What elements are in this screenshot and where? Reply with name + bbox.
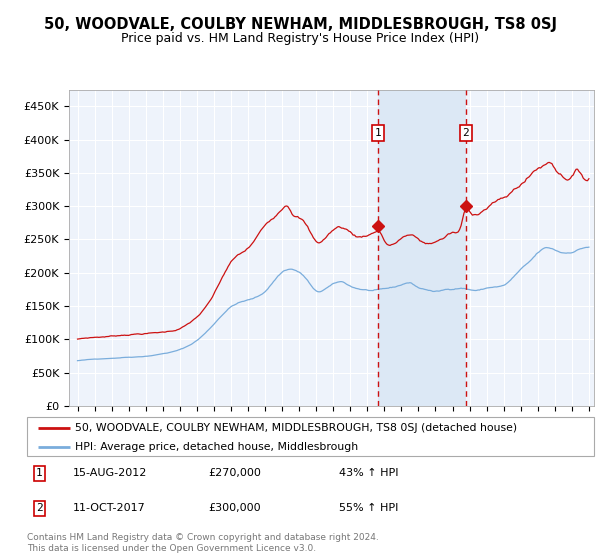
Text: 43% ↑ HPI: 43% ↑ HPI: [339, 468, 398, 478]
Text: HPI: Average price, detached house, Middlesbrough: HPI: Average price, detached house, Midd…: [75, 442, 358, 451]
Text: 50, WOODVALE, COULBY NEWHAM, MIDDLESBROUGH, TS8 0SJ: 50, WOODVALE, COULBY NEWHAM, MIDDLESBROU…: [44, 17, 557, 32]
Text: 1: 1: [36, 468, 43, 478]
Text: £300,000: £300,000: [208, 503, 261, 513]
Text: 2: 2: [36, 503, 43, 513]
FancyBboxPatch shape: [27, 417, 594, 456]
Text: 55% ↑ HPI: 55% ↑ HPI: [339, 503, 398, 513]
Text: £270,000: £270,000: [208, 468, 262, 478]
Bar: [378, 90, 466, 406]
Text: 50, WOODVALE, COULBY NEWHAM, MIDDLESBROUGH, TS8 0SJ (detached house): 50, WOODVALE, COULBY NEWHAM, MIDDLESBROU…: [75, 423, 517, 433]
Text: 15-AUG-2012: 15-AUG-2012: [73, 468, 147, 478]
Text: 11-OCT-2017: 11-OCT-2017: [73, 503, 145, 513]
Text: 1: 1: [374, 128, 381, 138]
Text: 2: 2: [463, 128, 469, 138]
Text: Contains HM Land Registry data © Crown copyright and database right 2024.
This d: Contains HM Land Registry data © Crown c…: [27, 533, 379, 553]
Text: Price paid vs. HM Land Registry's House Price Index (HPI): Price paid vs. HM Land Registry's House …: [121, 32, 479, 45]
